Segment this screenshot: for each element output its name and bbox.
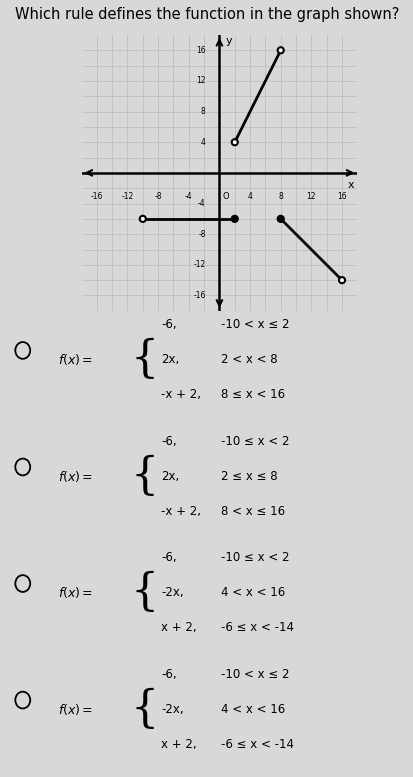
Circle shape	[277, 47, 283, 54]
Text: -4: -4	[197, 199, 205, 208]
Text: -6,: -6,	[161, 319, 177, 331]
Text: 8: 8	[278, 192, 282, 201]
Text: O: O	[222, 192, 228, 201]
Text: 12: 12	[306, 192, 316, 201]
Text: -x + 2,: -x + 2,	[161, 505, 201, 517]
Text: $f(x) =$: $f(x) =$	[58, 469, 93, 484]
Text: 16: 16	[195, 46, 205, 55]
Text: 4 < x < 16: 4 < x < 16	[221, 587, 285, 599]
Text: x: x	[347, 180, 354, 190]
Text: 16: 16	[336, 192, 346, 201]
Text: 4: 4	[200, 138, 205, 147]
Text: x + 2,: x + 2,	[161, 738, 197, 751]
Text: 8 < x ≤ 16: 8 < x ≤ 16	[221, 505, 285, 517]
Text: 2 ≤ x ≤ 8: 2 ≤ x ≤ 8	[221, 470, 278, 483]
Text: 8: 8	[200, 107, 205, 116]
Text: $f(x) =$: $f(x) =$	[58, 585, 93, 601]
Text: -2x,: -2x,	[161, 703, 184, 716]
Text: -16: -16	[193, 291, 205, 300]
Text: 12: 12	[196, 76, 205, 85]
Text: -12: -12	[193, 260, 205, 270]
Text: -6,: -6,	[161, 435, 177, 448]
Text: {: {	[130, 688, 158, 731]
Text: -12: -12	[121, 192, 133, 201]
Text: $f(x) =$: $f(x) =$	[58, 702, 93, 717]
Text: 2 < x < 8: 2 < x < 8	[221, 354, 278, 366]
Text: {: {	[130, 338, 158, 382]
Text: 2x,: 2x,	[161, 354, 179, 366]
Text: {: {	[130, 455, 158, 498]
Text: -6,: -6,	[161, 552, 177, 564]
Text: $f(x) =$: $f(x) =$	[58, 352, 93, 368]
Text: -6 ≤ x < -14: -6 ≤ x < -14	[221, 622, 294, 634]
Circle shape	[231, 216, 237, 222]
Circle shape	[140, 216, 145, 222]
Text: -10 < x ≤ 2: -10 < x ≤ 2	[221, 668, 289, 681]
Text: 2x,: 2x,	[161, 470, 179, 483]
Text: -8: -8	[198, 230, 205, 239]
Text: x + 2,: x + 2,	[161, 622, 197, 634]
Text: -8: -8	[154, 192, 161, 201]
Text: -2x,: -2x,	[161, 587, 184, 599]
Text: -x + 2,: -x + 2,	[161, 388, 201, 401]
Text: Which rule defines the function in the graph shown?: Which rule defines the function in the g…	[15, 7, 398, 22]
Circle shape	[277, 216, 283, 222]
Circle shape	[338, 277, 344, 284]
Text: 4 < x < 16: 4 < x < 16	[221, 703, 285, 716]
Text: -4: -4	[185, 192, 192, 201]
Text: -10 < x ≤ 2: -10 < x ≤ 2	[221, 319, 289, 331]
Text: -10 ≤ x < 2: -10 ≤ x < 2	[221, 552, 289, 564]
Text: 4: 4	[247, 192, 252, 201]
Text: y: y	[225, 36, 231, 46]
Text: {: {	[130, 571, 158, 615]
Text: -10 ≤ x < 2: -10 ≤ x < 2	[221, 435, 289, 448]
Text: -6,: -6,	[161, 668, 177, 681]
Text: 8 ≤ x < 16: 8 ≤ x < 16	[221, 388, 285, 401]
Text: -6 ≤ x < -14: -6 ≤ x < -14	[221, 738, 294, 751]
Text: -16: -16	[90, 192, 103, 201]
Circle shape	[231, 139, 237, 145]
